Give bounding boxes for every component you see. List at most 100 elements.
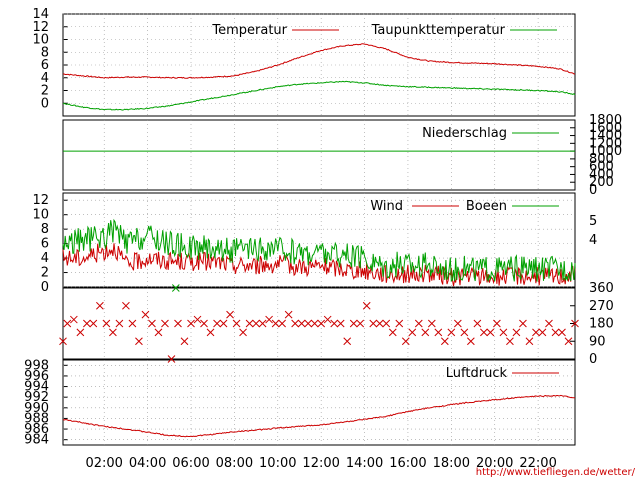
y-tick-label: 12	[32, 20, 49, 35]
wind-direction-marker	[161, 319, 169, 328]
legend-label: Boeen	[466, 199, 507, 214]
wind-direction-marker	[96, 301, 104, 310]
wind-direction-marker	[226, 310, 234, 319]
wind-direction-marker	[239, 328, 247, 337]
y-tick-label: 6	[41, 237, 49, 252]
wind-direction-marker	[486, 328, 495, 337]
legend-label: Temperatur	[211, 23, 287, 38]
wind-direction-marker	[76, 328, 85, 337]
wind-direction-marker	[349, 319, 358, 328]
y-tick-label: 2	[41, 266, 49, 281]
wind-direction-marker	[69, 315, 78, 324]
wind-direction-marker	[434, 328, 443, 337]
y-tick-label: 400	[589, 167, 614, 182]
wind-direction-marker	[362, 301, 371, 310]
wind-direction-marker	[265, 315, 273, 324]
wind-direction-marker	[154, 328, 163, 337]
panel-frame	[62, 119, 576, 191]
series-line	[62, 80, 576, 111]
wind-direction-marker	[310, 319, 319, 328]
wind-direction-marker	[167, 355, 176, 363]
legend-label: Luftdruck	[446, 366, 508, 381]
wind-direction-marker	[375, 319, 384, 328]
y-tick-label: 992	[24, 390, 49, 405]
x-tick-label: 02:00	[85, 456, 122, 471]
wind-direction-marker	[427, 319, 436, 328]
wind-direction-marker	[245, 319, 254, 328]
wind-direction-marker	[447, 328, 456, 337]
y-tick-label: 988	[24, 411, 49, 426]
y-tick-label: 986	[24, 422, 49, 437]
y-tick-label: 90	[589, 334, 606, 349]
wind-direction-marker	[122, 301, 130, 310]
wind-direction-marker	[564, 337, 573, 346]
y-tick-label: 10	[32, 33, 49, 48]
wind-direction-marker	[512, 328, 521, 337]
wind-direction-marker	[395, 319, 404, 328]
y-tick-label: 996	[24, 369, 49, 384]
wind-direction-marker	[453, 319, 462, 328]
wind-direction-marker	[532, 328, 540, 337]
y-tick-label: 360	[589, 281, 614, 296]
wind-direction-marker	[271, 319, 280, 328]
y-tick-label: 14	[32, 7, 49, 22]
y-tick-label: 4	[41, 251, 49, 266]
wind-direction-marker	[187, 319, 195, 328]
wind-direction-marker	[538, 328, 547, 337]
x-tick-label: 18:00	[433, 456, 470, 471]
y-tick-label: 1800	[589, 113, 622, 128]
wind-direction-marker	[493, 319, 501, 328]
wind-direction-marker	[571, 319, 579, 328]
wind-direction-marker	[317, 319, 326, 328]
wind-direction-marker	[180, 337, 189, 346]
wind-direction-marker	[278, 319, 286, 328]
wind-direction-marker	[193, 315, 202, 324]
wind-direction-marker	[213, 319, 221, 328]
x-tick-label: 14:00	[346, 456, 383, 471]
y-tick-label: 800	[589, 152, 614, 167]
y-tick-label: 270	[589, 299, 614, 314]
wind-direction-marker	[558, 328, 566, 337]
y-tick-label: 180	[589, 317, 614, 332]
wind-direction-marker	[128, 319, 137, 328]
y-tick-label: 0	[589, 352, 597, 367]
wind-direction-marker	[330, 319, 339, 328]
x-tick-label: 12:00	[302, 456, 339, 471]
wind-direction-marker	[401, 337, 410, 346]
y-tick-label: 4	[41, 71, 49, 86]
y-tick-label: 990	[24, 401, 49, 416]
legend-label: Taupunkttemperatur	[371, 23, 506, 38]
wind-direction-marker	[252, 319, 260, 328]
wind-direction-marker	[525, 337, 534, 346]
panel-frame	[62, 359, 576, 446]
wind-direction-marker	[388, 328, 397, 337]
wind-direction-marker	[148, 319, 156, 328]
wind-direction-marker	[59, 337, 67, 346]
y-tick-label: 1400	[589, 129, 622, 144]
wind-direction-marker	[356, 319, 365, 328]
wind-direction-marker	[545, 319, 553, 328]
y-tick-label: 0	[41, 280, 49, 295]
wind-direction-marker	[102, 319, 111, 328]
y-tick-label: 2	[41, 84, 49, 99]
wind-direction-marker	[284, 310, 293, 319]
wind-direction-marker	[323, 315, 332, 324]
y-tick-label: 8	[41, 45, 49, 60]
wind-direction-marker	[369, 319, 378, 328]
wind-direction-marker	[89, 319, 98, 328]
wind-direction-marker	[519, 319, 527, 328]
wind-direction-marker	[408, 328, 417, 337]
wind-direction-marker	[506, 337, 514, 346]
x-tick-label: 04:00	[129, 456, 166, 471]
series-line	[62, 243, 576, 287]
series-line	[62, 394, 576, 438]
wind-direction-marker	[551, 328, 560, 337]
source-url[interactable]: http://www.tiefliegen.de/wetter/	[476, 467, 636, 478]
x-tick-label: 08:00	[216, 456, 253, 471]
wind-direction-marker	[473, 319, 482, 328]
y-tick-label: 10	[32, 208, 49, 223]
wind-direction-marker	[440, 337, 449, 346]
y-tick-label: 1000	[589, 144, 622, 159]
y-tick-label: 1200	[589, 136, 622, 151]
wind-direction-marker	[171, 284, 180, 292]
